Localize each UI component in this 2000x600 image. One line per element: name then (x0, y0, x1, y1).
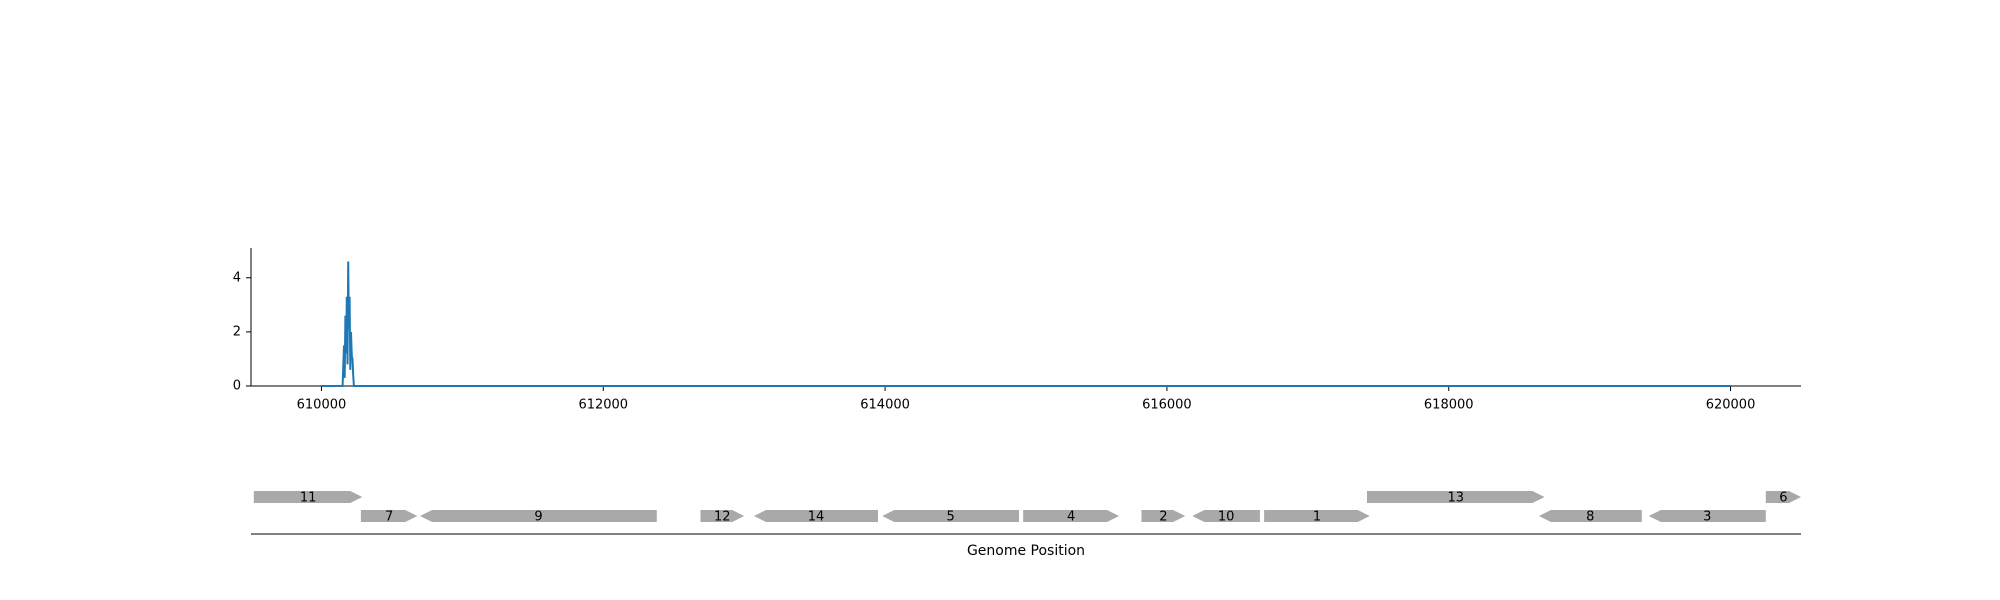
gene-arrow (1141, 510, 1186, 522)
gene-arrow (1648, 510, 1766, 522)
gene-arrow (1538, 510, 1642, 522)
gene-arrow (1367, 491, 1545, 503)
gene-arrow (754, 510, 878, 522)
y-ticks: 0 2 4 (233, 270, 251, 394)
gene-arrow (420, 510, 657, 522)
gene-arrow (1023, 510, 1119, 522)
gene-label: 7 (385, 510, 393, 525)
gene-arrow (1264, 510, 1370, 522)
gene-label: 6 (1779, 491, 1787, 506)
coverage-plot: 610000 612000 614000 616000 618000 620000 0 2 4 (233, 248, 1801, 413)
gene-arrow (1192, 510, 1260, 522)
y-tick-label: 4 (233, 270, 241, 285)
gene-track: 11 7 9 12 14 5 4 2 10 1 13 8 3 6 Genome Position (251, 491, 1801, 559)
coverage-line (321, 261, 1731, 387)
gene-label: 5 (946, 510, 954, 525)
gene-arrow (700, 510, 745, 522)
gene-label: 1 (1313, 510, 1321, 525)
gene-label: 14 (808, 510, 825, 525)
x-tick-label: 610000 (297, 398, 347, 413)
x-tick-label: 618000 (1424, 398, 1474, 413)
x-tick-label: 616000 (1142, 398, 1192, 413)
gene-label: 10 (1218, 510, 1235, 525)
gene-arrow (253, 491, 363, 503)
gene-label: 12 (714, 510, 731, 525)
gene-label: 9 (534, 510, 542, 525)
x-tick-label: 620000 (1706, 398, 1756, 413)
gene-arrow (882, 510, 1019, 522)
x-ticks: 610000 612000 614000 616000 618000 620000 (297, 386, 1756, 413)
y-tick-label: 0 (233, 379, 241, 394)
gene-arrow (1765, 491, 1801, 503)
x-axis-title: Genome Position (967, 543, 1085, 559)
gene-label: 3 (1703, 510, 1711, 525)
x-tick-label: 614000 (860, 398, 910, 413)
gene-label: 8 (1586, 510, 1594, 525)
gene-label: 4 (1067, 510, 1075, 525)
gene-label: 2 (1159, 510, 1167, 525)
gene-label: 13 (1448, 491, 1465, 506)
gene-arrow (360, 510, 418, 522)
x-tick-label: 612000 (578, 398, 628, 413)
y-tick-label: 2 (233, 324, 241, 339)
gene-shapes: 11 7 9 12 14 5 4 2 10 1 13 8 3 6 (253, 491, 1801, 525)
gene-label: 11 (300, 491, 317, 506)
